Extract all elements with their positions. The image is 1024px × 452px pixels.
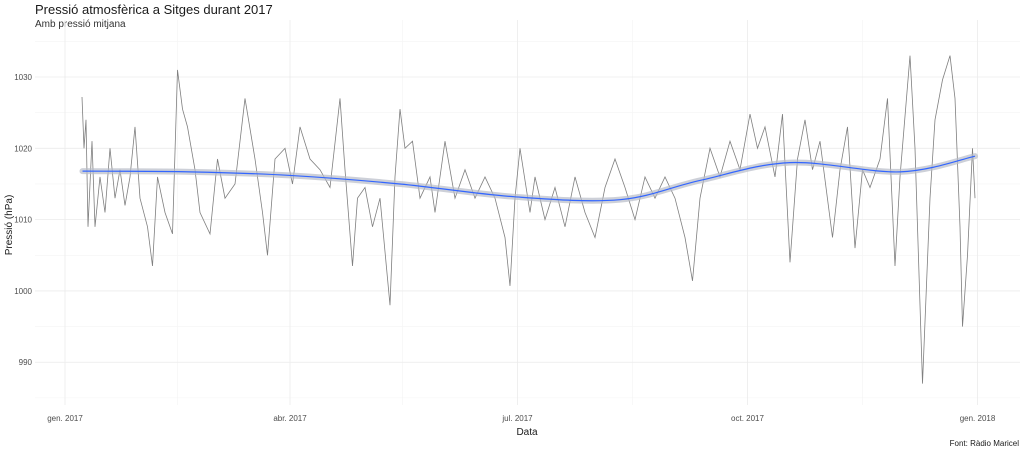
caption: Font: Ràdio Maricel bbox=[950, 439, 1020, 448]
x-tick-label: gen. 2017 bbox=[47, 414, 83, 423]
pressure-series-line bbox=[81, 55, 976, 384]
y-tick-label: 1030 bbox=[14, 73, 32, 82]
y-axis-label: Pressió (hPa) bbox=[4, 195, 15, 256]
chart-title: Pressió atmosfèrica a Sitges durant 2017 bbox=[35, 2, 273, 17]
x-tick-labels: gen. 2017 abr. 2017 jul. 2017 oct. 2017 gen.… bbox=[47, 414, 996, 423]
y-tick-label: 1020 bbox=[14, 144, 32, 153]
y-tick-label: 990 bbox=[19, 358, 33, 367]
y-tick-label: 1010 bbox=[14, 216, 32, 225]
y-tick-labels: 990 1000 1010 1020 1030 bbox=[14, 73, 32, 367]
y-tick-label: 1000 bbox=[14, 287, 32, 296]
x-axis-label: Data bbox=[516, 427, 538, 438]
x-tick-label: abr. 2017 bbox=[273, 414, 307, 423]
plot-marks bbox=[79, 55, 978, 384]
mean-smooth-line bbox=[82, 155, 976, 202]
x-tick-label: oct. 2017 bbox=[731, 414, 764, 423]
x-tick-label: gen. 2018 bbox=[960, 414, 996, 423]
chart-subtitle: Amb pressió mitjana bbox=[35, 19, 126, 30]
x-tick-label: jul. 2017 bbox=[501, 414, 533, 423]
grid bbox=[35, 20, 1020, 405]
